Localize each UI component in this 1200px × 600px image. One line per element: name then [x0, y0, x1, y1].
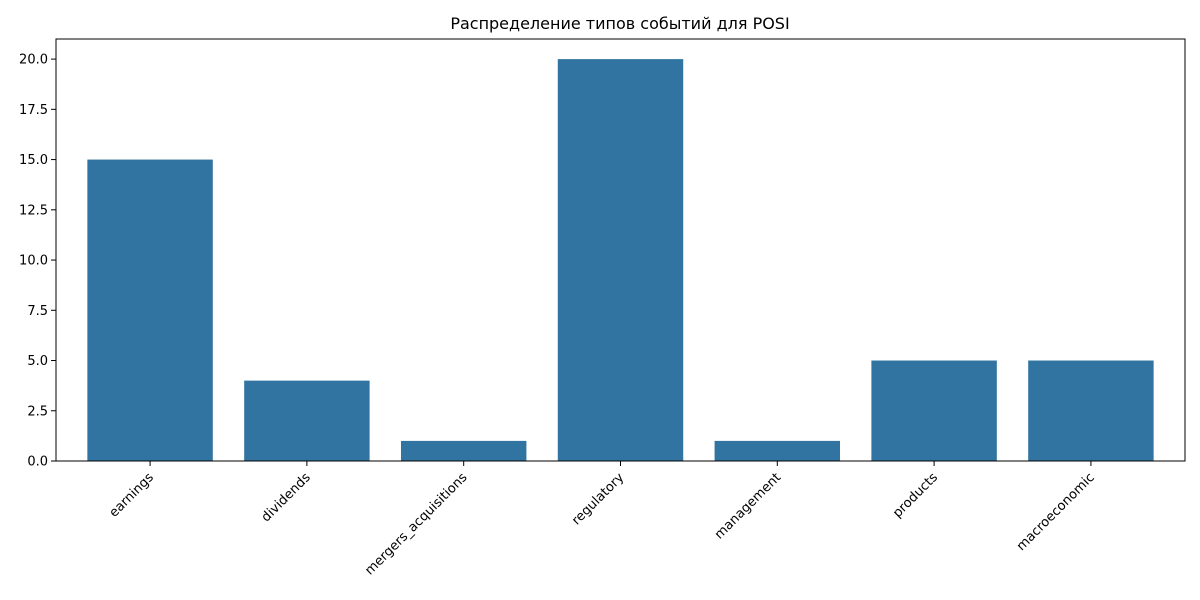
- x-tick-label: mergers_acquisitions: [362, 470, 470, 578]
- axes-spines: [55, 38, 1186, 462]
- x-tick-label: products: [890, 470, 941, 521]
- y-tick-label: 20.0: [19, 53, 48, 68]
- y-tick-label: 10.0: [19, 254, 48, 269]
- bar-earnings: [87, 159, 213, 461]
- x-tick-label: regulatory: [569, 470, 627, 528]
- bar-macroeconomic: [1028, 360, 1154, 461]
- bar-mergers_acquisitions: [400, 440, 527, 461]
- y-tick-label: 0.0: [27, 455, 48, 470]
- y-tick-label: 17.5: [19, 103, 48, 118]
- y-tick-label: 15.0: [19, 153, 48, 168]
- x-tick-label: macroeconomic: [1014, 470, 1098, 554]
- bar-products: [871, 360, 997, 461]
- x-tick-label: management: [712, 470, 784, 542]
- bar-dividends: [244, 380, 370, 461]
- bar-regulatory: [557, 59, 684, 461]
- bars-layer: [87, 59, 1154, 461]
- chart-title: Распределение типов событий для POSI: [450, 14, 789, 33]
- plot-frame: [55, 38, 1186, 462]
- y-tick-label: 12.5: [19, 203, 48, 218]
- y-tick-label: 7.5: [27, 304, 48, 319]
- x-tick-label: dividends: [259, 470, 314, 525]
- x-axis: earnings dividends mergers_acquisitions reg…: [107, 461, 1098, 578]
- y-axis: 0.0 2.5 5.0 7.5 10.0 12.5 15.0 17.5 20.0: [19, 53, 56, 470]
- y-tick-label: 5.0: [27, 354, 48, 369]
- bar-management: [714, 440, 841, 461]
- y-tick-label: 2.5: [27, 404, 48, 419]
- x-tick-label: earnings: [107, 470, 158, 521]
